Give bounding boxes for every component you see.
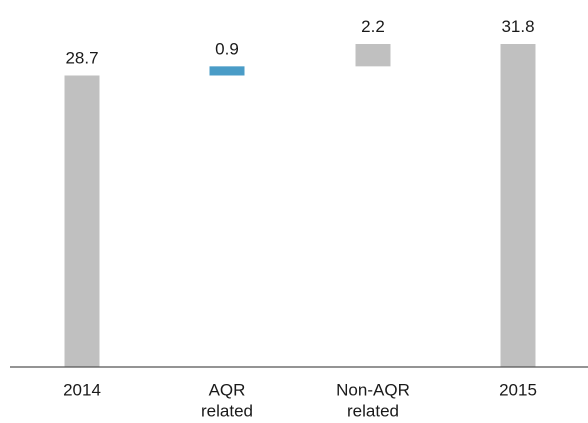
- category-label-4-line-1: 2015: [499, 380, 537, 399]
- value-label-4: 31.8: [501, 17, 534, 36]
- value-label-2: 0.9: [215, 39, 239, 58]
- bar-4: [500, 44, 536, 367]
- value-label-1: 28.7: [65, 48, 98, 67]
- bar-1: [64, 75, 100, 367]
- category-label-3-line-2: related: [347, 401, 399, 420]
- category-label-1-line-1: 2014: [63, 380, 101, 399]
- bars-layer: [64, 44, 536, 367]
- bar-2: [209, 66, 245, 76]
- bar-3: [355, 44, 391, 67]
- category-label-3-line-1: Non-AQR: [336, 380, 410, 399]
- category-labels-layer: 2014 AQR related Non-AQR related 2015: [63, 380, 537, 420]
- category-label-2-line-1: AQR: [209, 380, 246, 399]
- value-label-3: 2.2: [361, 17, 385, 36]
- category-label-2-line-2: related: [201, 401, 253, 420]
- value-labels-layer: 28.7 0.9 2.2 31.8: [65, 17, 534, 67]
